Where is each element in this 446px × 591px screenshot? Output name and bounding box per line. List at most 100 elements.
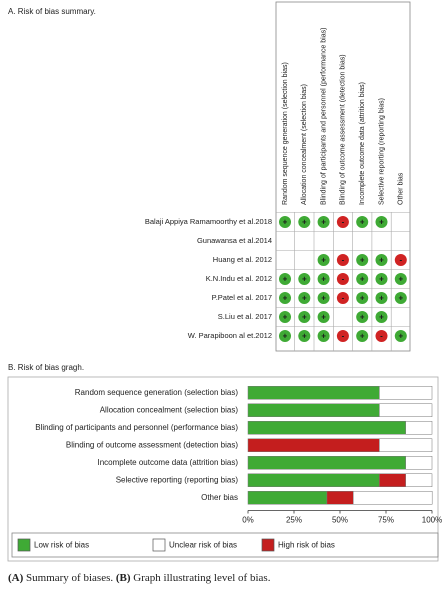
bar-segment — [379, 438, 433, 452]
caption-b-label: (B) — [116, 572, 131, 584]
category-label: Allocation concealment (selection bias) — [100, 405, 239, 414]
domain-label: Selective reporting (reporting bias) — [378, 98, 385, 205]
judgment-symbol: + — [283, 332, 288, 341]
judgment-symbol: + — [379, 218, 384, 227]
domain-label: Blinding of participants and personnel (… — [320, 28, 327, 205]
bar-segment — [405, 473, 433, 487]
judgment-dot — [375, 292, 388, 304]
bar-segment — [247, 403, 380, 417]
judgment-dot — [375, 311, 388, 323]
judgment-dot — [298, 330, 311, 342]
bar-segment — [247, 421, 406, 435]
bar-segment — [247, 386, 380, 400]
judgment-symbol: + — [283, 294, 288, 303]
x-tick-label: 0% — [242, 516, 254, 525]
judgment-symbol: + — [398, 294, 403, 303]
judgment-symbol: + — [321, 218, 326, 227]
category-label: Random sequence generation (selection bi… — [75, 388, 239, 397]
legend-swatch — [152, 538, 166, 552]
judgment-dot — [394, 330, 407, 342]
judgment-dot — [336, 216, 349, 228]
judgment-dot — [317, 330, 330, 342]
judgment-symbol: + — [321, 256, 326, 265]
bar-segment — [379, 403, 433, 417]
judgment-symbol: - — [342, 294, 345, 303]
judgment-symbol: + — [302, 332, 307, 341]
judgment-symbol: + — [302, 313, 307, 322]
bar-segment — [247, 473, 380, 487]
study-label: P.Patel et al. 2017 — [212, 293, 272, 302]
category-label: Selective reporting (reporting bias) — [116, 475, 239, 484]
judgment-dot — [279, 292, 291, 304]
domain-label: Incomplete outcome data (attrition bias) — [359, 82, 366, 205]
bar-segment — [247, 438, 380, 452]
judgment-dot — [298, 311, 311, 323]
judgment-dot — [317, 311, 330, 323]
domain-label: Random sequence generation (selection bi… — [282, 62, 289, 205]
bar-segment — [405, 421, 433, 435]
judgment-symbol: + — [321, 332, 326, 341]
study-label: K.N.Indu et al. 2012 — [206, 274, 272, 283]
judgment-symbol: + — [379, 275, 384, 284]
judgment-dot — [375, 330, 388, 342]
caption: (A) Summary of biases. (B) Graph illustr… — [8, 572, 271, 584]
judgment-dot — [356, 273, 369, 285]
judgment-dot — [279, 330, 291, 342]
judgment-symbol: + — [360, 332, 365, 341]
legend-label: Low risk of bias — [34, 541, 89, 550]
judgment-symbol: - — [380, 332, 383, 341]
judgment-symbol: + — [360, 294, 365, 303]
domain-label: Allocation concealment (selection bias) — [301, 84, 308, 205]
category-label: Other bias — [201, 493, 238, 502]
judgment-dot — [336, 273, 349, 285]
judgment-symbol: - — [342, 332, 345, 341]
study-label: Huang et al. 2012 — [213, 255, 272, 264]
judgment-symbol: + — [398, 332, 403, 341]
judgment-symbol: + — [283, 313, 288, 322]
study-label: Gunawansa et al.2014 — [197, 236, 272, 245]
judgment-symbol: + — [302, 218, 307, 227]
judgment-symbol: + — [379, 294, 384, 303]
judgment-dot — [279, 311, 291, 323]
judgment-dot — [298, 273, 311, 285]
category-label: Incomplete outcome data (attrition bias) — [97, 458, 238, 467]
category-label: Blinding of outcome assessment (detectio… — [66, 440, 238, 449]
judgment-dot — [317, 216, 330, 228]
judgment-symbol: + — [360, 256, 365, 265]
judgment-symbol: + — [398, 275, 403, 284]
judgment-dot — [394, 254, 407, 266]
judgment-dot — [356, 254, 369, 266]
judgment-symbol: + — [379, 313, 384, 322]
bar-segment — [326, 491, 354, 505]
judgment-dot — [356, 330, 369, 342]
study-label: Balaji Appiya Ramamoorthy et al.2018 — [145, 217, 272, 226]
x-tick-label: 75% — [378, 516, 394, 525]
judgment-symbol: - — [342, 275, 345, 284]
judgment-symbol: + — [283, 275, 288, 284]
judgment-symbol: + — [360, 218, 365, 227]
judgment-dot — [375, 273, 388, 285]
judgment-symbol: + — [321, 313, 326, 322]
chart-title: B. Risk of bias gragh. — [8, 363, 84, 372]
study-label: S.Liu et al. 2017 — [218, 312, 272, 321]
judgment-symbol: + — [283, 218, 288, 227]
legend-swatch — [261, 538, 275, 552]
bar-segment — [379, 386, 433, 400]
judgment-dot — [356, 216, 369, 228]
legend-frame — [11, 532, 439, 558]
legend-label: Unclear risk of bias — [169, 541, 237, 550]
judgment-dot — [336, 254, 349, 266]
judgment-dot — [375, 216, 388, 228]
summary-title: A. Risk of bias summary. — [8, 7, 96, 16]
bar-segment — [352, 491, 433, 505]
judgment-dot — [394, 292, 407, 304]
x-tick-label: 50% — [332, 516, 348, 525]
study-label: W. Parapiboon al et.2012 — [188, 331, 272, 340]
judgment-dot — [394, 273, 407, 285]
judgment-dot — [375, 254, 388, 266]
caption-a-text: Summary of biases. — [26, 572, 113, 584]
judgment-dot — [298, 216, 311, 228]
judgment-symbol: + — [302, 294, 307, 303]
judgment-dot — [356, 292, 369, 304]
